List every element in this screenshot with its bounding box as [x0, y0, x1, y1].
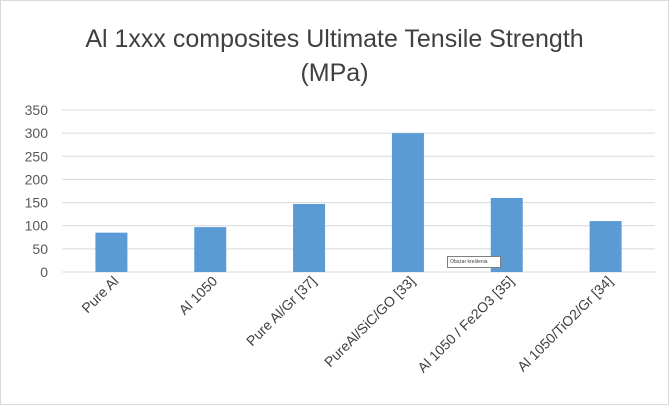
y-tick-label: 200 [25, 171, 49, 187]
x-category-label: Al 1050 [175, 273, 220, 318]
y-tick-label: 150 [25, 195, 49, 211]
y-tick-label: 100 [25, 218, 49, 234]
x-category-label: PureAl/SiC/GO [33] [321, 273, 418, 370]
y-tick-label: 250 [25, 148, 49, 164]
chart-title: Al 1xxx composites Ultimate Tensile Stre… [0, 22, 669, 90]
x-category-label: Pure Al [78, 273, 121, 316]
y-tick-label: 300 [25, 125, 49, 141]
bar [95, 232, 128, 272]
y-tick-label: 0 [40, 264, 48, 280]
bar [391, 133, 424, 272]
x-category-label: Al 1050 / Fe2O3 [35] [414, 273, 517, 376]
bar [589, 221, 622, 272]
bar [194, 227, 227, 272]
y-tick-label: 50 [32, 241, 48, 257]
chart-title-line1: Al 1xxx composites Ultimate Tensile Stre… [85, 25, 584, 53]
bar [293, 203, 326, 272]
x-category-label: Al 1050/TiO2/Gr [34] [514, 273, 616, 375]
chart-title-line2: (MPa) [300, 59, 369, 87]
x-category-label: Pure Al/Gr [37] [243, 273, 319, 349]
plot-area-tooltip: Obszar kreślenia [447, 256, 501, 268]
y-tick-label: 350 [25, 102, 49, 118]
